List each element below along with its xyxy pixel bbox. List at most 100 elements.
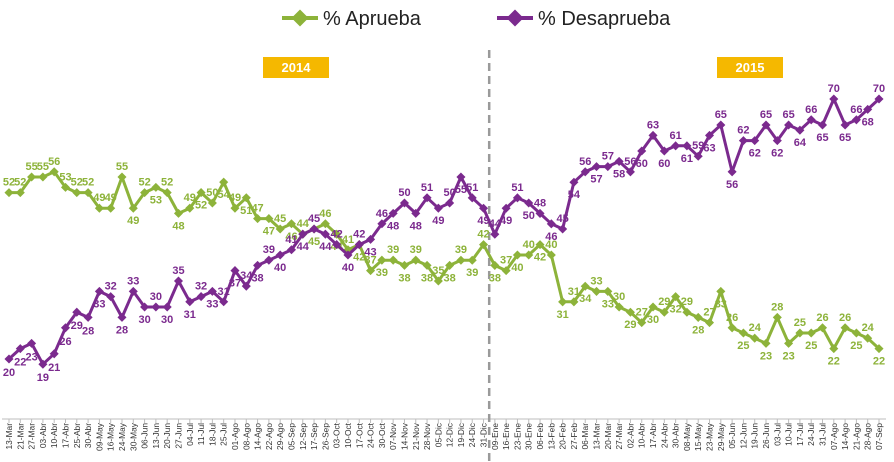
data-label-desaprueba: 26 [59,336,71,348]
data-point-desaprueba[interactable] [806,115,816,125]
legend-item-desaprueba[interactable]: % Desaprueba [497,8,671,30]
data-point-desaprueba[interactable] [264,255,274,265]
data-point-desaprueba[interactable] [591,162,602,172]
data-point-aprueba[interactable] [467,255,477,265]
data-point-desaprueba[interactable] [433,203,443,213]
data-label-desaprueba: 65 [715,109,727,121]
data-point-desaprueba[interactable] [479,203,489,213]
data-point-aprueba[interactable] [784,338,794,348]
data-point-desaprueba[interactable] [207,286,217,296]
data-point-desaprueba[interactable] [603,162,613,172]
data-point-desaprueba[interactable] [253,260,263,270]
data-point-aprueba[interactable] [151,182,161,192]
data-point-aprueba[interactable] [795,328,805,338]
data-point-desaprueba[interactable] [456,172,466,182]
data-point-aprueba[interactable] [750,333,760,343]
data-point-desaprueba[interactable] [83,312,93,322]
data-point-desaprueba[interactable] [388,208,398,218]
data-point-aprueba[interactable] [83,188,93,198]
data-point-aprueba[interactable] [456,255,466,265]
data-point-desaprueba[interactable] [851,115,861,125]
data-point-desaprueba[interactable] [784,120,794,130]
data-point-aprueba[interactable] [479,240,489,250]
data-point-aprueba[interactable] [727,323,737,333]
data-point-aprueba[interactable] [738,328,748,338]
data-point-aprueba[interactable] [806,328,816,338]
x-tick-label: 27-Jun [173,423,183,449]
data-point-desaprueba[interactable] [320,229,330,239]
data-point-desaprueba[interactable] [829,94,839,104]
data-point-desaprueba[interactable] [117,312,127,322]
data-point-desaprueba[interactable] [524,198,534,208]
data-point-desaprueba[interactable] [151,302,161,312]
data-point-aprueba[interactable] [106,203,116,213]
legend: % Aprueba % Desaprueba [282,8,671,30]
data-point-desaprueba[interactable] [445,198,455,208]
data-label-aprueba: 49 [127,215,139,227]
data-point-aprueba[interactable] [693,312,703,322]
data-point-aprueba[interactable] [704,318,715,328]
data-point-aprueba[interactable] [546,250,556,260]
data-point-aprueba[interactable] [264,214,274,224]
data-point-desaprueba[interactable] [275,250,285,260]
data-point-aprueba[interactable] [512,250,522,260]
data-point-aprueba[interactable] [524,250,534,260]
data-point-desaprueba[interactable] [343,250,353,260]
data-point-aprueba[interactable] [851,328,861,338]
data-point-desaprueba[interactable] [162,302,172,312]
data-point-desaprueba[interactable] [196,292,206,302]
data-point-desaprueba[interactable] [840,120,850,130]
data-point-aprueba[interactable] [399,260,409,270]
data-point-aprueba[interactable] [569,297,579,307]
data-point-desaprueba[interactable] [490,229,500,239]
data-point-aprueba[interactable] [558,297,568,307]
data-point-desaprueba[interactable] [671,141,681,151]
data-point-desaprueba[interactable] [817,120,828,130]
data-point-aprueba[interactable] [173,208,184,218]
data-point-aprueba[interactable] [4,188,14,198]
data-point-desaprueba[interactable] [332,240,342,250]
data-point-desaprueba[interactable] [535,208,545,218]
data-point-aprueba[interactable] [94,203,104,213]
data-point-aprueba[interactable] [614,302,624,312]
data-point-aprueba[interactable] [411,255,421,265]
data-point-desaprueba[interactable] [761,120,771,130]
data-point-aprueba[interactable] [591,286,602,296]
data-point-desaprueba[interactable] [569,177,579,187]
data-point-aprueba[interactable] [60,182,71,192]
x-tick-label: 24-Oct [366,422,376,448]
data-point-aprueba[interactable] [117,172,127,182]
data-point-desaprueba[interactable] [140,302,150,312]
data-label-aprueba: 27 [703,307,715,319]
data-point-aprueba[interactable] [761,338,771,348]
data-point-aprueba[interactable] [72,188,82,198]
data-point-desaprueba[interactable] [219,297,229,307]
data-point-aprueba[interactable] [501,266,511,276]
data-point-aprueba[interactable] [185,203,195,213]
data-point-desaprueba[interactable] [309,224,319,234]
data-point-desaprueba[interactable] [738,136,748,146]
x-tick-label: 06-Mar [580,423,590,450]
data-point-aprueba[interactable] [772,312,782,322]
data-point-aprueba[interactable] [716,286,726,296]
data-point-aprueba[interactable] [671,292,681,302]
data-point-desaprueba[interactable] [716,120,726,130]
data-point-desaprueba[interactable] [750,136,760,146]
data-point-desaprueba[interactable] [512,193,522,203]
data-point-desaprueba[interactable] [366,234,376,244]
data-point-desaprueba[interactable] [614,156,624,166]
data-point-aprueba[interactable] [140,188,150,198]
data-point-aprueba[interactable] [817,323,828,333]
data-point-desaprueba[interactable] [558,224,568,234]
data-point-desaprueba[interactable] [727,167,737,177]
data-point-aprueba[interactable] [659,307,669,317]
data-point-aprueba[interactable] [377,255,387,265]
data-point-aprueba[interactable] [445,260,455,270]
data-point-aprueba[interactable] [388,255,398,265]
data-point-desaprueba[interactable] [241,281,251,291]
legend-item-aprueba[interactable]: % Aprueba [282,8,422,30]
data-point-aprueba[interactable] [38,172,48,182]
data-point-desaprueba[interactable] [704,130,715,140]
data-point-desaprueba[interactable] [94,286,104,296]
data-point-aprueba[interactable] [320,219,330,229]
